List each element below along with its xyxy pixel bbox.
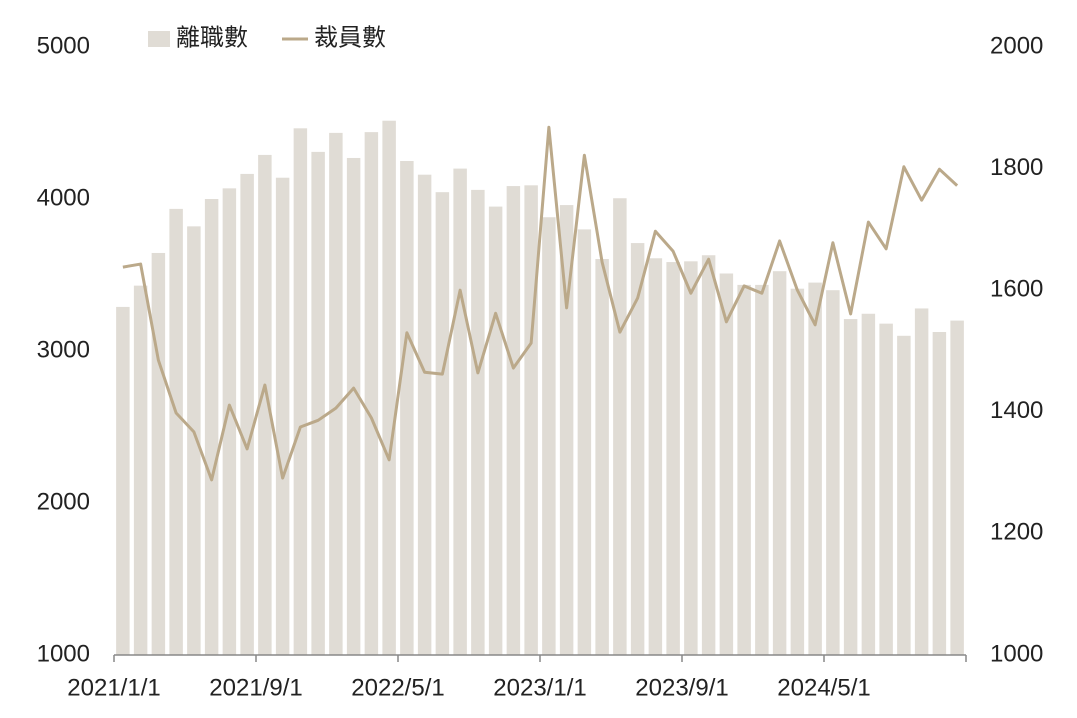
bar xyxy=(897,335,911,655)
x-tick-label: 2021/1/1 xyxy=(67,674,160,701)
bar xyxy=(772,271,787,655)
legend-swatch xyxy=(148,31,170,47)
bar xyxy=(577,229,592,655)
bar xyxy=(240,173,254,656)
bar xyxy=(950,320,964,655)
bar xyxy=(790,288,805,655)
bar xyxy=(258,154,272,656)
bar xyxy=(204,199,219,655)
bar xyxy=(400,161,414,655)
y-tick-label: 1000 xyxy=(37,640,90,667)
y-tick-label: 2000 xyxy=(37,488,90,515)
y-tick-label: 3000 xyxy=(37,336,90,363)
bar xyxy=(595,259,609,655)
x-tick-label: 2021/9/1 xyxy=(209,674,302,701)
bar xyxy=(559,205,574,655)
bar xyxy=(808,282,822,655)
bar xyxy=(542,217,556,656)
bar xyxy=(524,185,538,655)
bar xyxy=(453,168,467,655)
bar xyxy=(914,308,929,655)
bar xyxy=(169,208,183,655)
bar xyxy=(417,174,432,655)
bar xyxy=(932,332,947,655)
x-tick-label: 2024/5/1 xyxy=(777,674,870,701)
x-tick-label: 2022/5/1 xyxy=(351,674,444,701)
bar xyxy=(116,306,130,655)
bar xyxy=(382,120,396,656)
bar xyxy=(471,189,485,655)
bar xyxy=(151,252,166,655)
bar xyxy=(346,157,361,655)
bar xyxy=(666,262,680,655)
y2-tick-label: 2000 xyxy=(990,32,1043,59)
bar xyxy=(435,192,450,655)
bar xyxy=(293,128,308,655)
legend-label: 離職數 xyxy=(176,24,248,51)
bar xyxy=(630,243,645,655)
bar xyxy=(861,313,876,655)
bar xyxy=(222,188,237,656)
bar xyxy=(737,284,751,655)
bar xyxy=(364,132,379,655)
bar xyxy=(506,186,521,655)
x-tick-label: 2023/1/1 xyxy=(493,674,586,701)
bar xyxy=(329,132,343,655)
bar xyxy=(755,284,769,655)
y-tick-label: 5000 xyxy=(37,32,90,59)
bar xyxy=(133,285,148,655)
bar xyxy=(311,151,325,655)
bar xyxy=(488,206,503,655)
bar xyxy=(719,273,734,655)
bar xyxy=(275,177,290,655)
y2-tick-label: 1200 xyxy=(990,519,1043,546)
y-tick-label: 4000 xyxy=(37,184,90,211)
bar xyxy=(187,226,201,656)
y2-tick-label: 1800 xyxy=(990,154,1043,181)
line xyxy=(122,125,959,482)
bar xyxy=(701,255,716,656)
bar xyxy=(648,258,663,655)
bar xyxy=(684,261,698,655)
y2-tick-label: 1600 xyxy=(990,276,1043,303)
bar xyxy=(843,319,858,655)
bar xyxy=(879,323,893,655)
bar xyxy=(613,198,627,656)
legend-label: 裁員數 xyxy=(314,24,386,51)
y2-tick-label: 1000 xyxy=(990,640,1043,667)
y2-tick-label: 1400 xyxy=(990,397,1043,424)
bar xyxy=(826,290,840,655)
x-tick-label: 2023/9/1 xyxy=(635,674,728,701)
